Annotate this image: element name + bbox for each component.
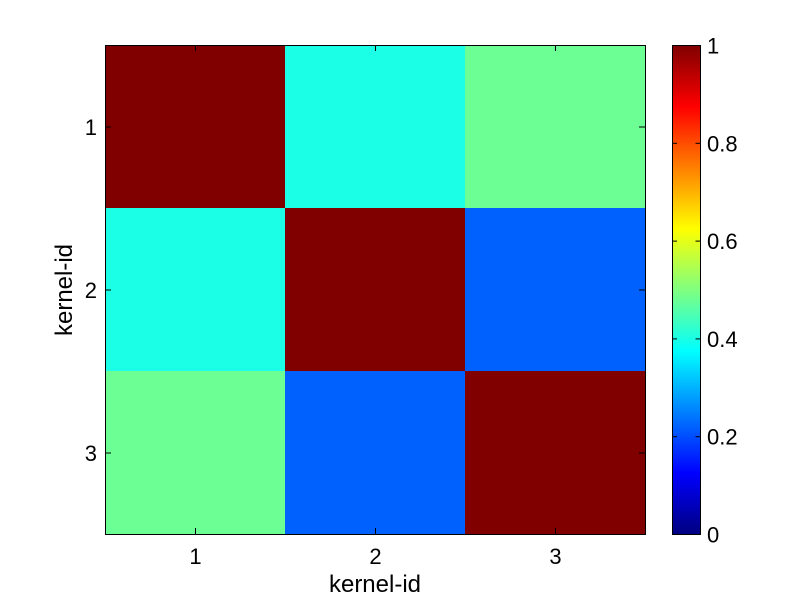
- heatmap-cell-r3-c1: [105, 371, 286, 535]
- y-tick-label: 1: [85, 115, 97, 140]
- x-axis-title: kernel-id: [329, 571, 421, 598]
- heatmap-cell-r2-c3: [465, 208, 646, 372]
- x-tick-label: 1: [189, 544, 201, 569]
- heatmap-cell-r2-c2: [285, 208, 466, 372]
- x-tick-label: 2: [369, 544, 381, 569]
- x-axis: 1 2 3: [189, 45, 562, 569]
- colorbar-tick-label: 0: [707, 523, 719, 548]
- heatmap-cell-r1-c1: [105, 45, 286, 209]
- heatmap-cells: [105, 45, 646, 535]
- colorbar-axis: 0 0.2 0.4 0.6 0.8 1: [672, 34, 738, 548]
- heatmap-cell-r3-c2: [285, 371, 466, 535]
- heatmap-cell-r2-c1: [105, 208, 286, 372]
- y-tick-label: 2: [85, 278, 97, 303]
- y-axis: 1 2 3: [85, 115, 646, 466]
- heatmap-cell-r1-c2: [285, 45, 466, 209]
- colorbar-tick-label: 0.6: [707, 229, 738, 254]
- x-tick-label: 3: [549, 544, 561, 569]
- y-axis-title: kernel-id: [51, 244, 78, 336]
- colorbar: [672, 45, 701, 535]
- heatmap-cell-r3-c3: [465, 371, 646, 535]
- colorbar-tick-label: 0.8: [707, 131, 738, 156]
- colorbar-tick-label: 1: [707, 34, 719, 59]
- heatmap-cell-r1-c3: [465, 45, 646, 209]
- y-tick-label: 3: [85, 441, 97, 466]
- colorbar-tick-label: 0.2: [707, 425, 738, 450]
- colorbar-tick-label: 0.4: [707, 327, 738, 352]
